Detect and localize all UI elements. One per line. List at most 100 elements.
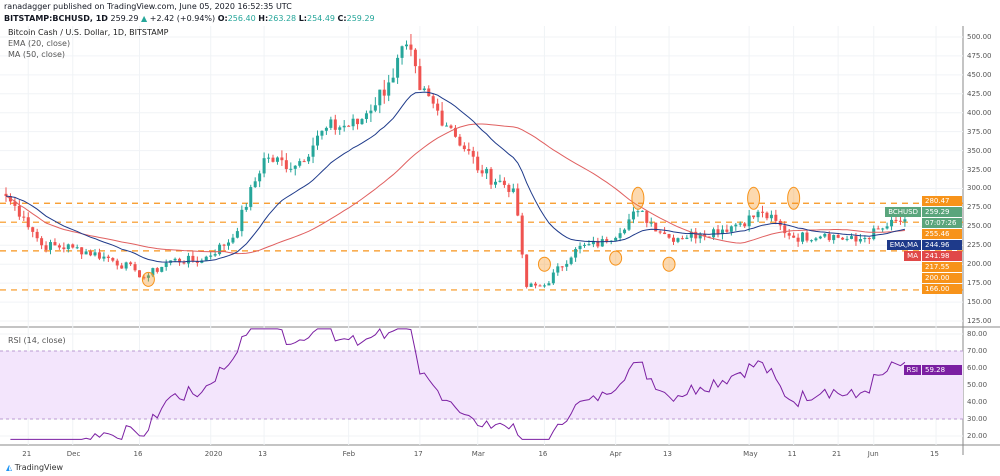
level-tag: 255.46 (922, 229, 962, 239)
candle-body (387, 82, 391, 96)
candle-body (275, 157, 279, 162)
candle-body (725, 229, 729, 232)
candle-body (805, 232, 809, 241)
candle-body (792, 235, 796, 238)
candle-body (115, 260, 119, 266)
candle-body (649, 222, 653, 224)
highlight-circle (141, 271, 155, 287)
price-tick: 500.00 (967, 33, 992, 41)
candle-body (867, 237, 871, 240)
candle-body (471, 150, 475, 157)
candle-body (801, 232, 805, 242)
time-tick: 21 (22, 450, 32, 458)
candle-body (373, 105, 377, 111)
candle-body (774, 214, 778, 221)
level-tag: 200.00 (922, 273, 962, 283)
up-arrow-icon: ▲ (141, 14, 148, 23)
candle-body (538, 285, 542, 287)
candle-body (809, 240, 813, 242)
candle-body (106, 256, 110, 259)
candle-body (97, 252, 101, 259)
candle-body (618, 233, 622, 238)
candle-body (462, 145, 466, 150)
candle-body (707, 236, 711, 238)
candle-body (240, 209, 244, 232)
candle-body (40, 238, 44, 246)
candle-body (832, 234, 836, 241)
rsi-legend[interactable]: RSI (14, close) (8, 336, 66, 345)
price-change: +2.42 (+0.94%) (149, 14, 216, 23)
price-tick: 250.00 (967, 222, 992, 231)
price-tick: 300.00 (967, 184, 992, 193)
candle-body (542, 285, 546, 287)
candle-body (685, 237, 689, 239)
candle-body (894, 219, 898, 221)
price-tick: 150.00 (967, 298, 992, 307)
candle-body (525, 254, 529, 287)
candle-body (311, 145, 315, 157)
price-tick: 475.00 (967, 51, 992, 60)
time-tick: 2020 (204, 450, 223, 458)
candle-body (280, 157, 284, 161)
time-tick: 21 (832, 450, 842, 458)
candle-body (378, 89, 382, 106)
symbol-tag: BCHUSD (885, 207, 921, 217)
candle-body (480, 170, 484, 174)
candle-body (600, 239, 604, 247)
candle-body (476, 156, 480, 171)
candle-body (787, 233, 791, 236)
price-tick: 225.00 (967, 241, 992, 250)
candle-body (138, 270, 141, 278)
tradingview-logo[interactable]: ◭ TradingView (6, 463, 63, 473)
candle-body (636, 211, 640, 213)
candle-body (663, 232, 667, 235)
level-tag: 217.55 (922, 262, 962, 272)
candle-body (672, 237, 675, 242)
candle-body (560, 266, 564, 268)
ema-20-line (5, 91, 906, 263)
candle-body (734, 224, 738, 227)
candle-body (347, 125, 351, 127)
candle-body (324, 127, 328, 131)
candle-body (244, 206, 248, 210)
ma-legend[interactable]: MA (50, close) (8, 50, 66, 59)
candle-body (640, 210, 644, 212)
ema-legend[interactable]: EMA (20, close) (8, 39, 71, 48)
candle-body (458, 136, 462, 146)
candle-body (129, 262, 133, 265)
candle-body (333, 119, 337, 130)
candle-body (62, 247, 66, 250)
candle-body (173, 258, 177, 261)
candle-body (49, 242, 52, 250)
candle-body (551, 272, 555, 284)
high-label: H: (258, 14, 269, 23)
rsi-tick: 50.00 (967, 381, 988, 389)
candle-body (209, 255, 213, 257)
time-tick: May (743, 450, 758, 458)
candle-body (142, 277, 146, 279)
candle-body (396, 57, 400, 78)
candle-body (467, 149, 471, 151)
candle-body (738, 223, 742, 225)
candle-body (574, 249, 578, 258)
candle-body (854, 236, 858, 242)
time-tick: 16 (538, 450, 548, 458)
candle-body (249, 187, 253, 207)
candle-body (338, 127, 342, 130)
candle-body (520, 215, 524, 255)
brand-text: TradingView (14, 463, 64, 472)
tradingview-logo-icon: ◭ (6, 463, 13, 472)
candle-body (885, 226, 889, 229)
candle-body (596, 240, 600, 247)
ma-50-line (5, 123, 905, 255)
candle-body (53, 242, 57, 246)
rsi-band (0, 351, 963, 419)
price-tick: 450.00 (967, 70, 992, 79)
candle-body (645, 210, 649, 223)
candle-body (583, 244, 586, 246)
candle-body (342, 125, 346, 128)
candle-body (712, 229, 716, 238)
level-tag: 166.00 (922, 284, 962, 294)
